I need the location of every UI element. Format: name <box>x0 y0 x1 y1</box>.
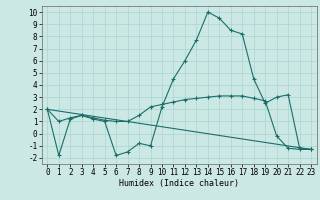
X-axis label: Humidex (Indice chaleur): Humidex (Indice chaleur) <box>119 179 239 188</box>
